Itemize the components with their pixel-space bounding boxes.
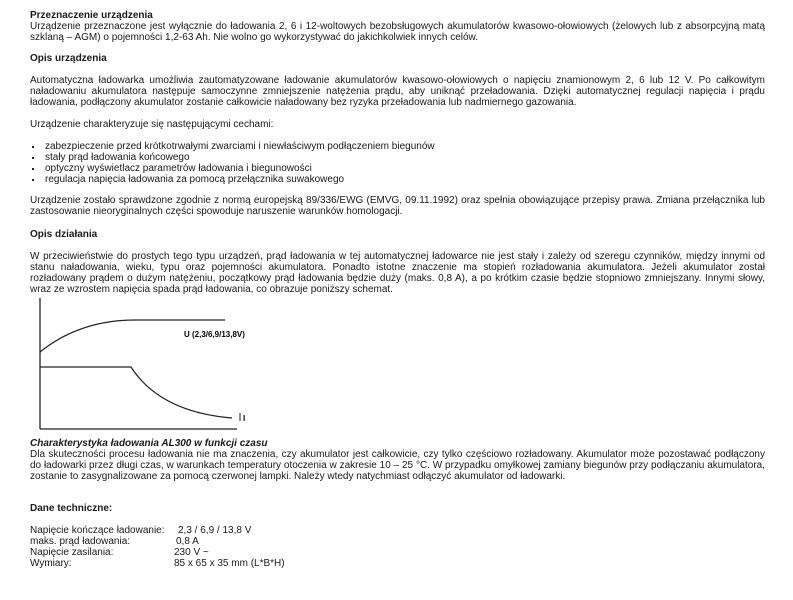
- spec-value: 230 V ~: [174, 547, 209, 558]
- specs-table: Napięcie kończące ładowanie: 2,3 / 6,9 / …: [30, 525, 285, 569]
- operation-heading: Opis działania: [30, 229, 98, 240]
- operation-text: W przeciwieństwie do prostych tego typu …: [30, 251, 765, 295]
- current-curve: [40, 366, 233, 419]
- table-row: Napięcie kończące ładowanie: 2,3 / 6,9 / …: [30, 525, 285, 536]
- table-row: Napięcie zasilania: 230 V ~: [30, 547, 285, 558]
- purpose-text: Urządzenie przeznaczone jest wyłącznie d…: [30, 21, 765, 43]
- table-row: Wymiary: 85 x 65 x 35 mm (L*B*H): [30, 558, 285, 569]
- list-item: optyczny wyświetlacz parametrów ładowani…: [30, 163, 765, 174]
- voltage-label: U (2,3/6,9/13,8V): [184, 330, 245, 339]
- compliance-text: Urządzenie zostało sprawdzone zgodnie z …: [30, 195, 765, 217]
- list-item: stały prąd ładowania końcowego: [30, 152, 765, 163]
- features-intro: Urządzenie charakteryzuje się następując…: [30, 119, 274, 130]
- list-item: regulacja napięcia ładowania za pomocą p…: [30, 174, 765, 185]
- current-label: I: [243, 414, 245, 423]
- features-list: zabezpieczenie przed krótkotrwałymi zwar…: [30, 141, 765, 185]
- purpose-heading: Przeznaczenie urządzenia: [30, 10, 153, 21]
- spec-label: Wymiary:: [30, 558, 72, 569]
- diagram-caption: Charakterystyka ładowania AL300 w funkcj…: [30, 438, 268, 449]
- description-text: Automatyczna ładowarka umożliwia zautoma…: [30, 75, 765, 108]
- spec-label: Napięcie zasilania:: [30, 547, 114, 558]
- specs-heading: Dane techniczne:: [30, 503, 113, 514]
- spec-label: maks. prąd ładowania:: [30, 536, 131, 547]
- table-row: maks. prąd ładowania: 0,8 A: [30, 536, 285, 547]
- list-item: zabezpieczenie przed krótkotrwałymi zwar…: [30, 141, 765, 152]
- spec-value: 2,3 / 6,9 / 13,8 V: [178, 525, 252, 536]
- voltage-curve: [39, 319, 225, 353]
- spec-label: Napięcie kończące ładowanie:: [30, 525, 165, 536]
- spec-value: 0,8 A: [176, 536, 199, 547]
- description-heading: Opis urządzenia: [30, 53, 107, 64]
- caption-text: Dla skuteczności procesu ładowania nie m…: [30, 449, 765, 482]
- spec-value: 85 x 65 x 35 mm (L*B*H): [174, 558, 285, 569]
